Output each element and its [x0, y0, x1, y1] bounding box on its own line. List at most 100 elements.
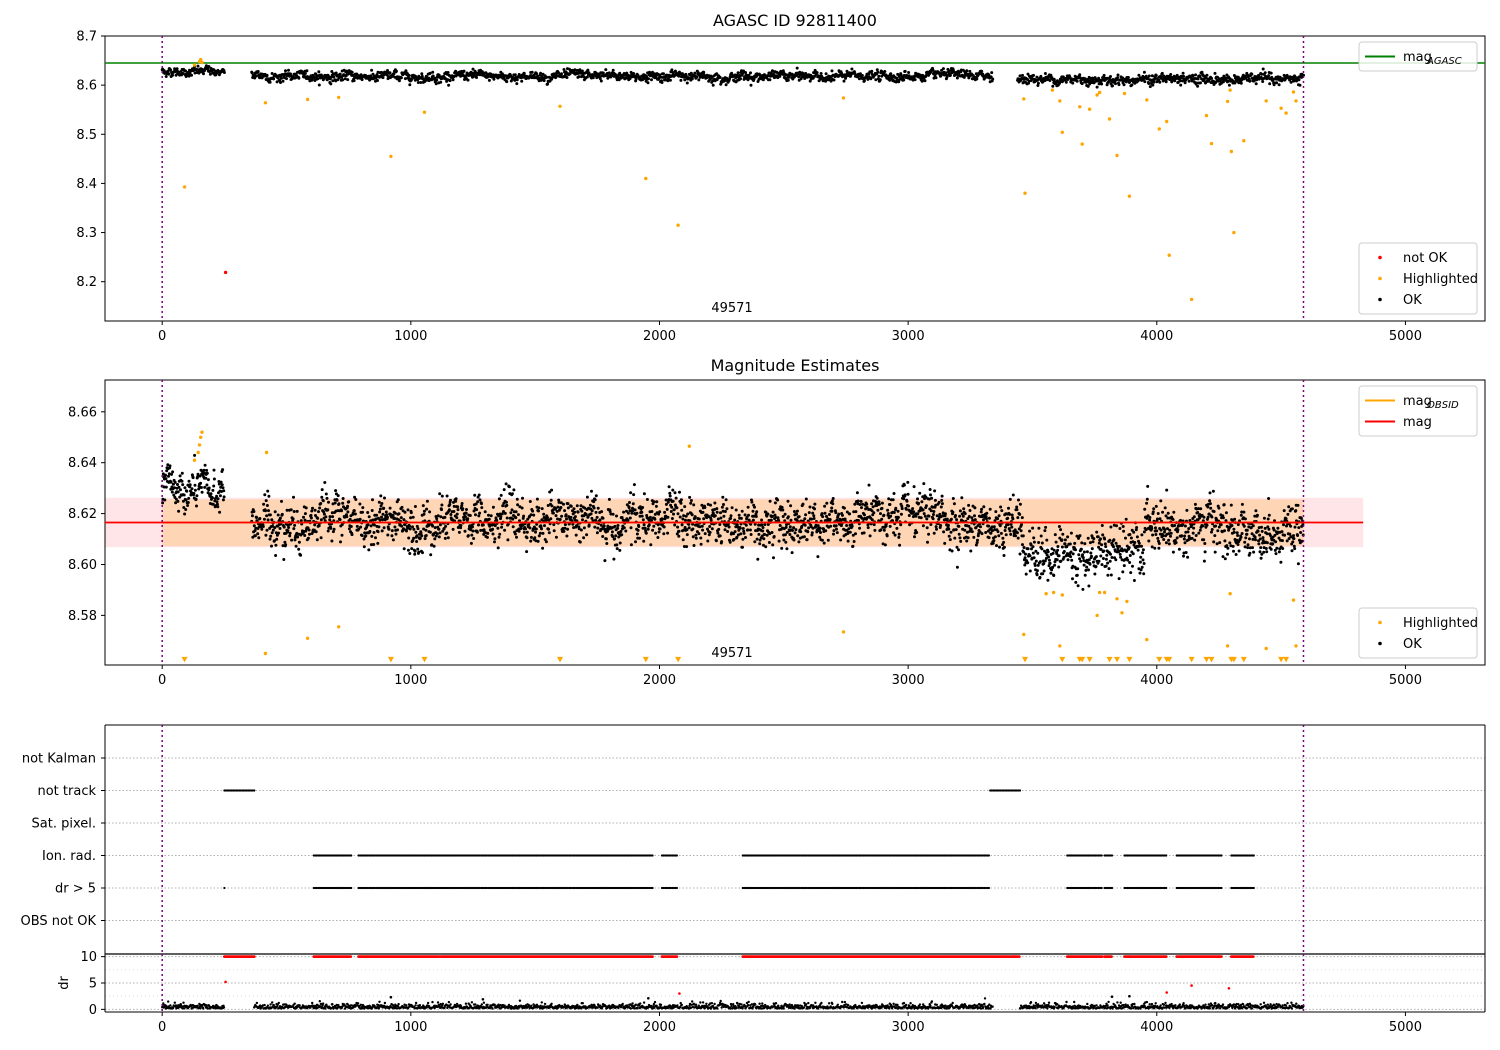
data-point-ok [865, 502, 869, 506]
data-point-ok [1169, 73, 1173, 76]
data-point-ok [1069, 531, 1073, 535]
data-point-ok [629, 491, 633, 495]
data-point-ok [658, 510, 662, 514]
data-point-ok [1064, 80, 1068, 84]
data-point-ok [578, 68, 582, 72]
data-point-ok [599, 79, 603, 83]
y-tick-label: 8.4 [76, 177, 97, 192]
data-point-ok [1130, 83, 1134, 87]
data-point-ok [862, 79, 866, 83]
data-point-ok [848, 530, 852, 534]
data-point-ok [411, 515, 415, 519]
data-point-ok [784, 525, 788, 529]
data-point-ok [955, 518, 959, 522]
data-point-highlighted [1279, 106, 1283, 110]
data-point-ok [713, 514, 717, 518]
data-point-ok [741, 545, 744, 549]
data-point-ok [193, 483, 197, 487]
data-point-ok [1250, 72, 1254, 76]
data-point-ok [433, 537, 437, 541]
data-point-ok [634, 77, 638, 81]
data-point-ok [795, 509, 799, 513]
data-point-ok [793, 531, 797, 535]
data-point-ok [733, 518, 737, 522]
data-point-ok [895, 526, 899, 530]
data-point-ok [211, 502, 215, 506]
data-point-ok [277, 531, 281, 535]
data-point-ok [396, 528, 399, 532]
data-point-ok [872, 523, 876, 527]
data-point-ok [1132, 530, 1136, 534]
data-point-ok [319, 502, 323, 505]
data-point-ok [642, 492, 646, 496]
legend-label: mag [1403, 50, 1432, 65]
data-point-ok [1156, 536, 1160, 540]
data-point-ok [1053, 563, 1057, 567]
data-point-ok [499, 515, 503, 519]
data-point-ok [164, 75, 168, 78]
data-point-ok [382, 506, 386, 510]
data-point-ok [332, 527, 336, 531]
data-point-ok [394, 532, 398, 536]
data-point-ok [1148, 518, 1152, 522]
data-point-ok [697, 78, 701, 82]
data-point-ok [552, 523, 556, 527]
data-point-ok [913, 78, 917, 82]
data-point-ok [513, 73, 517, 77]
data-point-ok [406, 548, 410, 552]
data-point-ok [602, 524, 606, 528]
data-point-ok [846, 539, 850, 543]
data-point-ok [489, 514, 493, 518]
data-point-ok [510, 492, 514, 496]
data-point-highlighted [1204, 113, 1209, 118]
data-point-ok [440, 508, 443, 512]
legend-label-subscript: AGASC [1426, 56, 1462, 67]
data-point-ok [370, 534, 374, 538]
data-point-ok [861, 502, 865, 506]
data-point-ok [350, 533, 354, 537]
data-point-ok [173, 480, 177, 484]
data-point-ok [739, 77, 742, 81]
data-point-ok [1103, 537, 1107, 541]
data-point-ok [1185, 508, 1189, 512]
data-point-ok [1108, 538, 1112, 542]
data-point-ok [191, 476, 195, 480]
data-point-ok [1119, 555, 1123, 559]
data-point-ok [1175, 536, 1179, 540]
data-point-ok [256, 532, 260, 536]
data-point-ok [957, 532, 961, 536]
data-point-ok [927, 514, 931, 518]
data-point-ok [1090, 554, 1093, 558]
data-point-ok [706, 539, 710, 543]
data-point-ok [1042, 569, 1046, 573]
data-point-highlighted [1294, 99, 1298, 103]
data-point-ok [338, 72, 342, 76]
data-point-ok [1117, 577, 1121, 581]
data-point-ok [822, 541, 826, 545]
data-point-ok [350, 70, 354, 74]
data-point-ok [787, 75, 791, 79]
data-point-ok [1187, 527, 1191, 531]
data-point-ok [832, 78, 836, 82]
data-point-ok [897, 532, 901, 536]
data-point-ok [535, 72, 539, 76]
y-tick-label: 8.7 [76, 30, 97, 45]
data-point-ok [1076, 567, 1080, 571]
data-point-ok [170, 490, 174, 494]
data-point-ok [1158, 517, 1162, 521]
data-point-ok [879, 512, 882, 516]
data-point-ok [1128, 561, 1132, 564]
data-point-ok [772, 535, 776, 538]
data-point-ok [946, 523, 950, 527]
data-point-highlighted [1078, 105, 1082, 109]
data-point-highlighted [1189, 297, 1194, 302]
data-point-ok [573, 68, 577, 72]
data-point-ok [932, 531, 936, 535]
data-point-ok [305, 69, 309, 73]
data-point-ok [1263, 71, 1267, 75]
data-point-ok [425, 507, 429, 511]
data-point-ok [686, 512, 690, 516]
data-point-ok [560, 72, 563, 76]
data-point-ok [640, 510, 644, 514]
data-point-ok [762, 537, 766, 541]
